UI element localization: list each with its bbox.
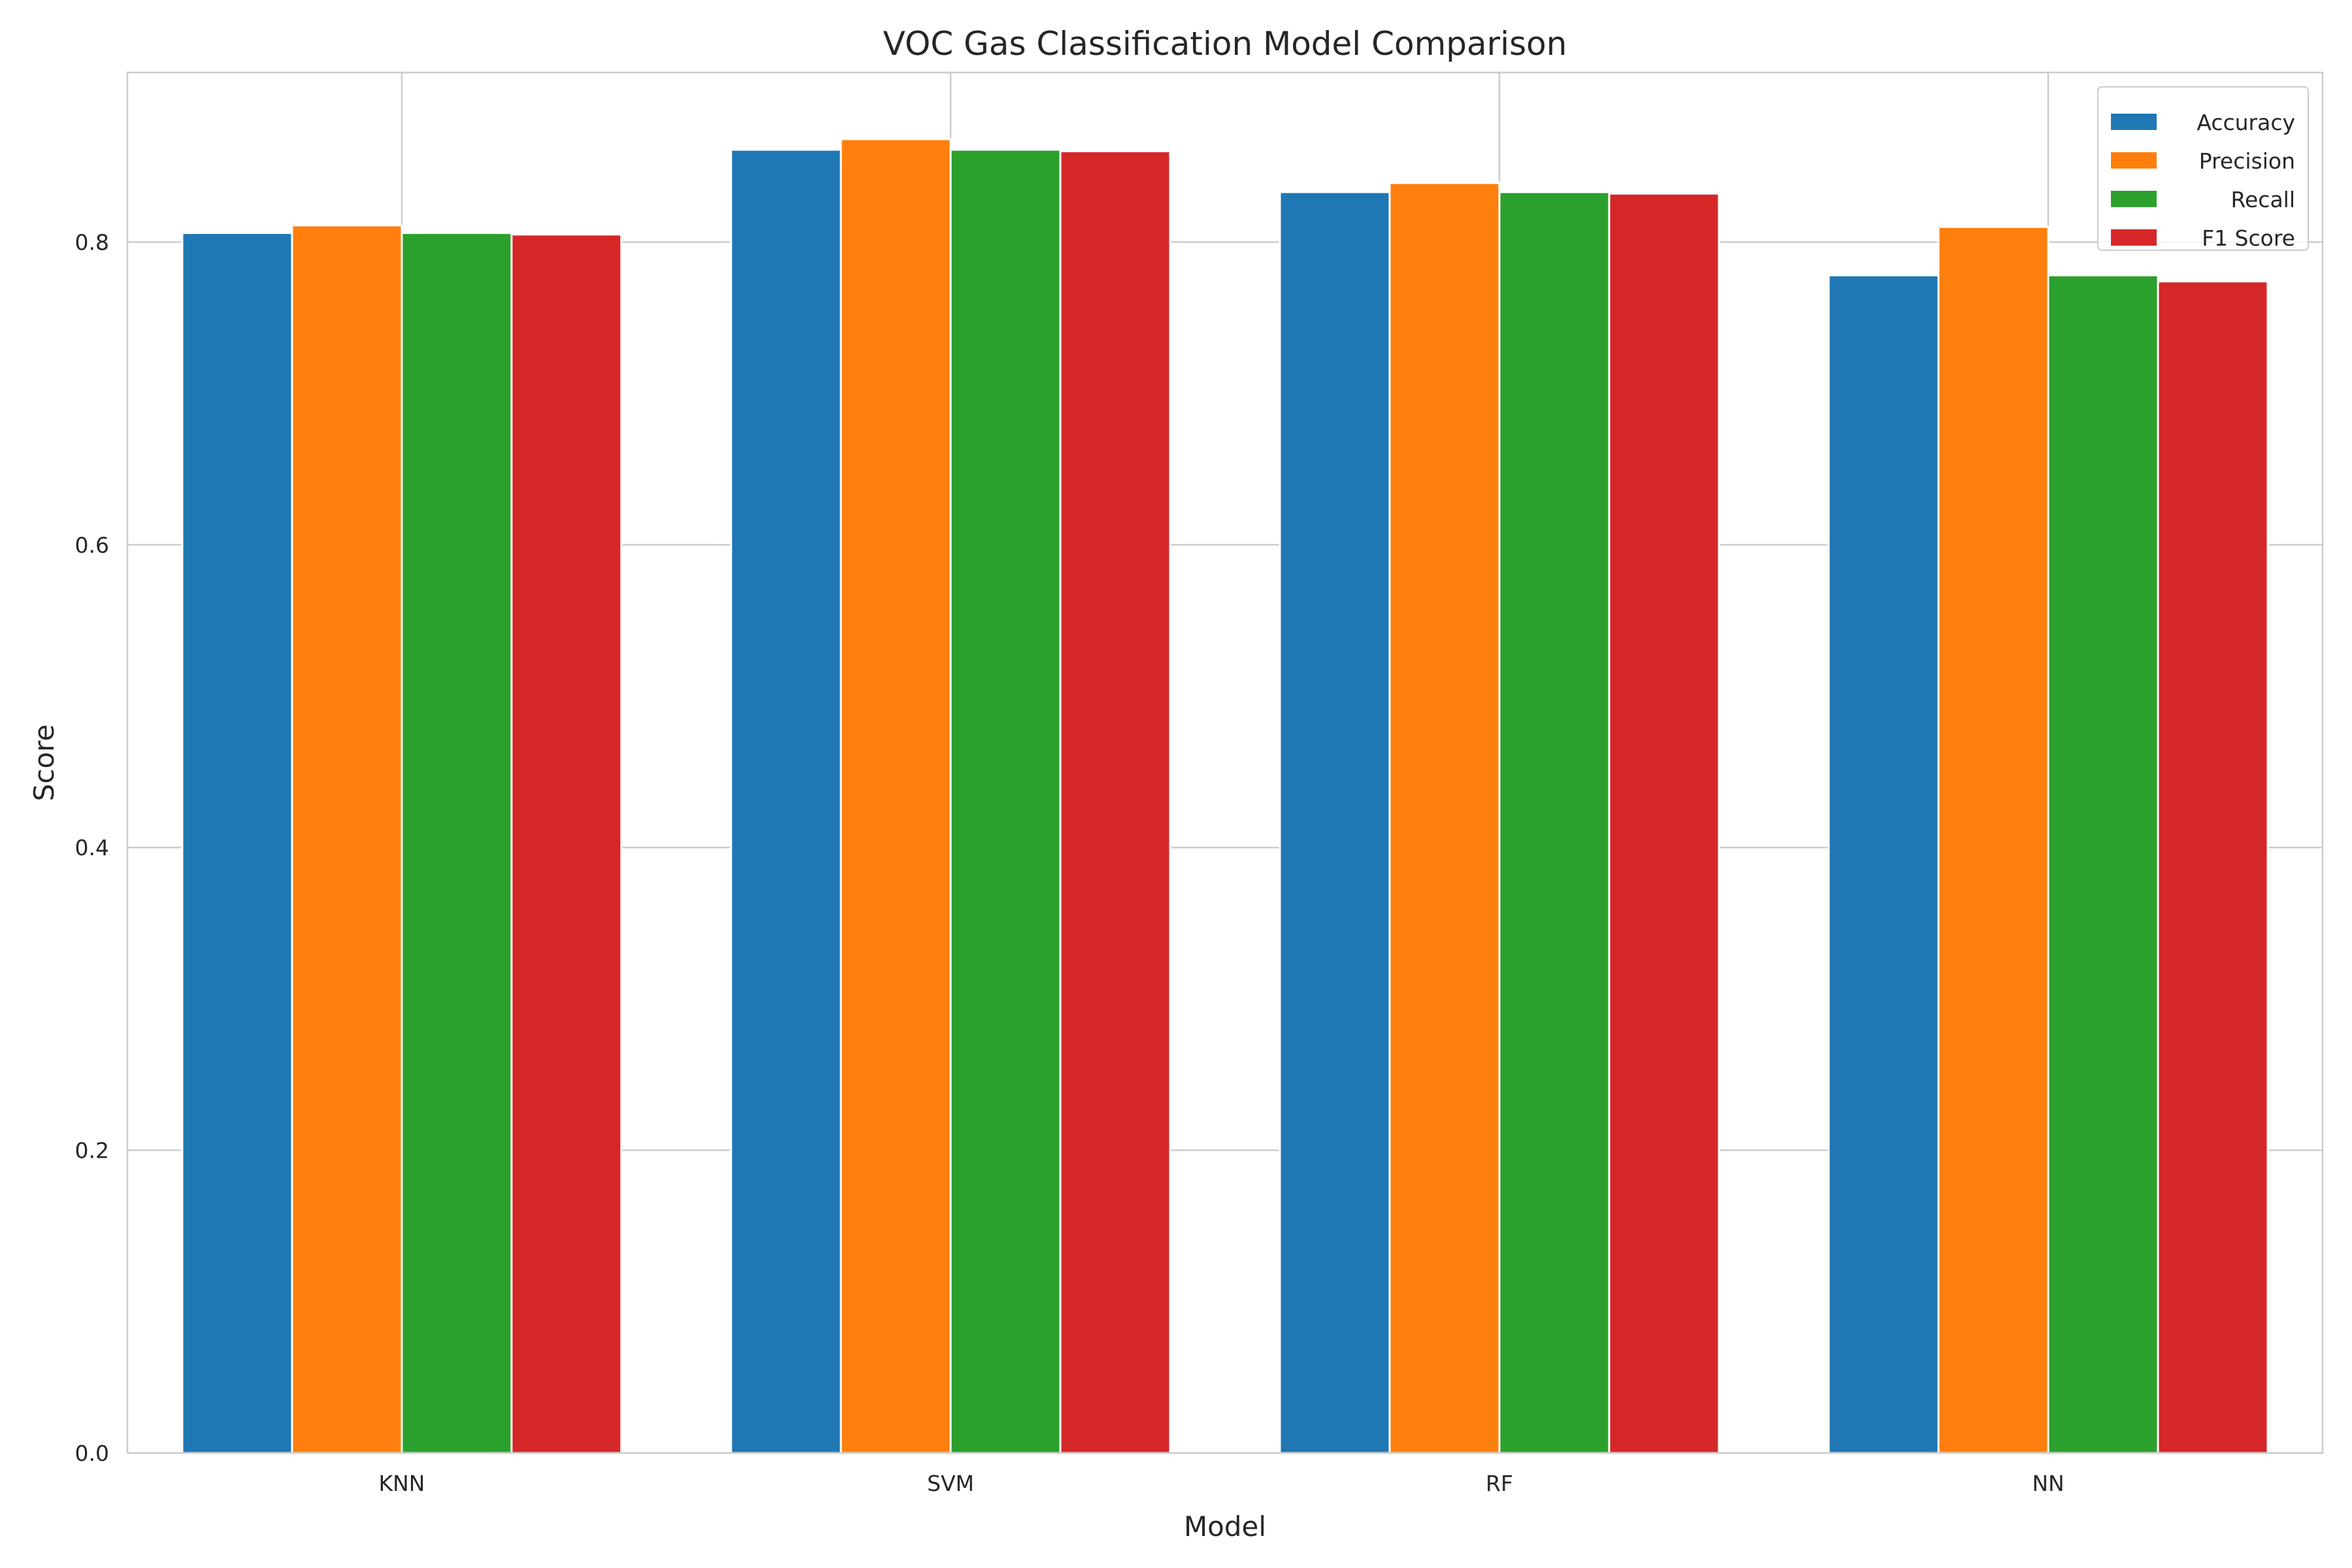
legend-label: Accuracy <box>2197 110 2295 135</box>
bar-accuracy-nn <box>1827 274 1940 1454</box>
legend-swatch <box>2111 229 2157 246</box>
legend-label: F1 Score <box>2202 225 2295 251</box>
y-tick-label: 0.8 <box>75 229 109 255</box>
bar-f1-score-knn <box>510 233 623 1454</box>
x-tick-label: RF <box>1486 1471 1513 1496</box>
y-axis-ticks: 0.0 0.2 0.4 0.6 0.8 <box>75 229 109 1466</box>
y-tick-label: 0.2 <box>75 1138 109 1164</box>
bar-f1-score-rf <box>1608 192 1720 1454</box>
y-tick-label: 0.4 <box>75 835 109 860</box>
bar-precision-knn <box>291 224 403 1454</box>
x-axis-ticks: KNN SVM RF NN <box>378 1471 2064 1496</box>
legend-swatch <box>2111 114 2157 130</box>
bar-precision-svm <box>840 138 952 1454</box>
legend-label: Recall <box>2231 187 2295 212</box>
y-tick-label: 0.6 <box>75 532 109 558</box>
y-axis-label: Score <box>28 725 60 802</box>
y-tick-label: 0.0 <box>75 1441 109 1466</box>
legend: Accuracy Precision Recall F1 Score <box>2097 86 2309 251</box>
plot-frame <box>126 71 2324 1454</box>
bar-f1-score-nn <box>2157 280 2269 1454</box>
bar-f1-score-svm <box>1059 150 1171 1454</box>
bar-accuracy-svm <box>730 148 842 1454</box>
x-tick-label: NN <box>2032 1471 2064 1496</box>
bar-precision-nn <box>1937 225 2050 1454</box>
bar-recall-svm <box>949 148 1062 1454</box>
legend-swatch <box>2111 191 2157 207</box>
bars <box>181 138 2269 1454</box>
legend-swatch <box>2111 152 2157 169</box>
bar-recall-knn <box>400 232 513 1454</box>
bar-recall-rf <box>1498 191 1610 1454</box>
bar-recall-nn <box>2047 274 2159 1454</box>
legend-label: Precision <box>2199 148 2295 174</box>
chart-title: VOC Gas Classification Model Comparison <box>883 25 1567 63</box>
bar-accuracy-knn <box>181 232 293 1454</box>
x-tick-label: KNN <box>378 1471 425 1496</box>
bar-accuracy-rf <box>1279 191 1391 1454</box>
bar-precision-rf <box>1388 182 1501 1454</box>
x-axis-label: Model <box>1184 1511 1266 1543</box>
x-tick-label: SVM <box>927 1471 974 1496</box>
